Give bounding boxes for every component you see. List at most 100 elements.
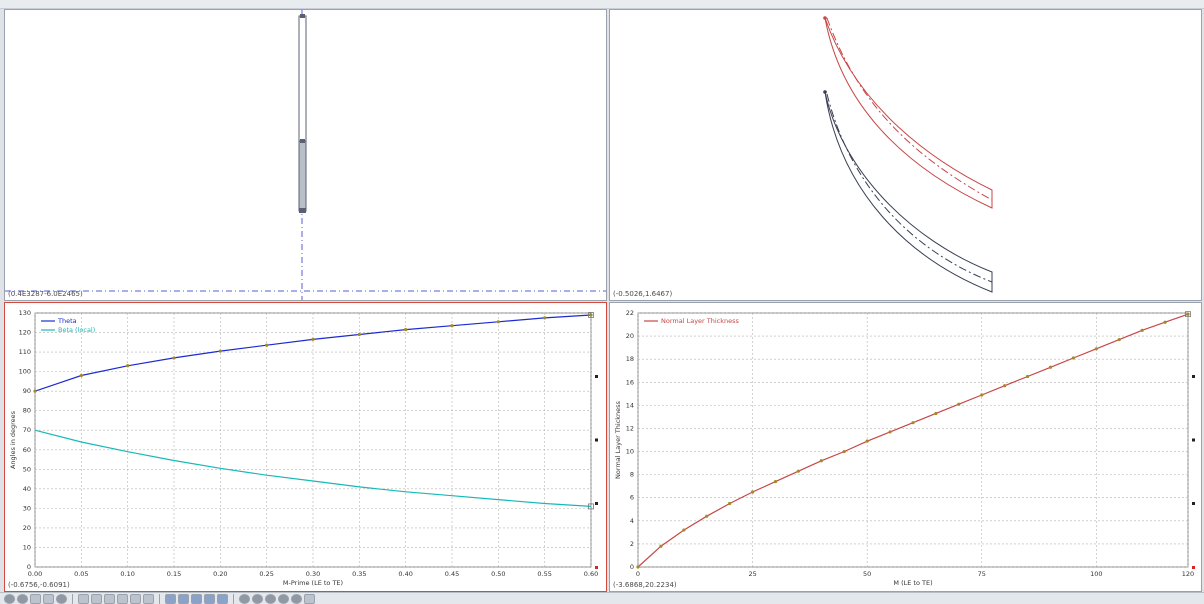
side-marker-active — [595, 566, 598, 569]
data-point[interactable] — [888, 430, 892, 434]
view-option-4-icon[interactable] — [278, 593, 289, 604]
thickness-chart[interactable]: 0 2 4 6 8 10 12 14 16 18 20 22 0 25 50 75 100 120 M (LE to… — [610, 303, 1201, 591]
blade-camber-top — [826, 17, 993, 201]
blade-outline-top — [824, 17, 993, 209]
data-point[interactable] — [796, 469, 801, 473]
y-tick-label: 20 — [626, 332, 634, 340]
data-point[interactable] — [865, 439, 869, 443]
data-point[interactable] — [543, 316, 547, 320]
blade-to-blade-canvas[interactable] — [610, 10, 1201, 300]
data-point[interactable] — [172, 356, 176, 360]
leading-edge-point-bottom — [823, 90, 827, 94]
series-line-1 — [34, 429, 592, 507]
y-tick-label: 4 — [630, 517, 634, 525]
x-tick-label: 0.30 — [306, 570, 320, 578]
y-tick-label: 14 — [626, 401, 634, 409]
data-point[interactable] — [357, 332, 361, 337]
pan-icon[interactable] — [43, 593, 54, 604]
zoom-out-icon[interactable] — [17, 593, 28, 604]
data-point[interactable] — [589, 313, 593, 317]
legend-entry: Theta — [57, 317, 77, 325]
thickness-chart-panel[interactable]: 0 2 4 6 8 10 12 14 16 18 20 22 0 25 50 75 100 120 M (LE to… — [609, 302, 1202, 592]
coordinate-readout: (-0.6756,-0.6091) — [8, 581, 70, 589]
data-point[interactable] — [1003, 384, 1007, 388]
angles-chart-panel[interactable]: 0 10 20 30 40 50 60 70 80 90 100 110 120 130 0.00 0.05 0… — [4, 302, 607, 592]
layer-tool-1-icon[interactable] — [165, 593, 176, 604]
data-point[interactable] — [705, 514, 709, 518]
data-point[interactable] — [1094, 347, 1098, 351]
move-point-icon[interactable] — [91, 593, 102, 604]
data-point[interactable] — [957, 402, 961, 406]
layer-tool-3-icon[interactable] — [191, 593, 202, 604]
data-point[interactable] — [819, 459, 823, 463]
plot-area — [637, 312, 1189, 568]
data-point[interactable] — [33, 389, 37, 393]
data-point[interactable] — [682, 528, 686, 532]
data-point[interactable] — [1163, 320, 1167, 324]
y-tick-label: 100 — [19, 368, 31, 376]
data-point[interactable] — [1071, 356, 1076, 360]
data-point[interactable] — [450, 324, 454, 328]
close-view-icon[interactable] — [304, 593, 315, 604]
end-point-handle[interactable] — [588, 312, 594, 318]
y-tick-label: 10 — [23, 543, 31, 551]
add-point-icon[interactable] — [104, 593, 115, 604]
bottom-toolbar — [0, 592, 1204, 604]
data-point[interactable] — [659, 544, 663, 548]
data-point[interactable] — [1025, 374, 1030, 379]
x-tick-label: 0.00 — [28, 570, 42, 578]
data-point[interactable] — [842, 449, 846, 454]
data-point[interactable] — [311, 337, 315, 341]
data-point[interactable] — [773, 479, 778, 484]
rotate-icon[interactable] — [56, 593, 67, 604]
data-point[interactable] — [126, 364, 130, 368]
layer-tool-2-icon[interactable] — [178, 593, 189, 604]
angles-chart[interactable]: 0 10 20 30 40 50 60 70 80 90 100 110 120 130 0.00 0.05 0… — [5, 303, 606, 591]
y-tick-label: 130 — [19, 309, 31, 317]
redo-icon[interactable] — [143, 593, 154, 604]
data-point[interactable] — [750, 490, 755, 494]
layer-tool-5-icon[interactable] — [217, 593, 228, 604]
side-marker — [595, 438, 598, 442]
legend-entry: Beta (local) — [58, 326, 95, 334]
view-option-5-icon[interactable] — [291, 593, 302, 604]
data-point[interactable] — [1048, 365, 1053, 369]
blade-to-blade-view[interactable]: (-0.5026,1.6467) — [609, 9, 1202, 301]
end-point-handle[interactable] — [1185, 311, 1191, 318]
data-point[interactable] — [728, 501, 732, 506]
data-point[interactable] — [79, 373, 83, 378]
coordinate-readout: (0.4E3287-6.0E2465) — [8, 290, 83, 298]
data-point[interactable] — [265, 343, 269, 347]
undo-icon[interactable] — [130, 593, 141, 604]
data-point[interactable] — [911, 421, 915, 425]
data-point[interactable] — [218, 349, 222, 353]
view-option-1-icon[interactable] — [239, 593, 250, 604]
control-point-top — [300, 14, 305, 18]
x-tick-label: 0.45 — [445, 570, 459, 578]
edit-point-icon[interactable] — [78, 593, 89, 604]
y-tick-label: 40 — [23, 485, 31, 493]
legend-entry: Normal Layer Thickness — [661, 317, 740, 325]
view-option-2-icon[interactable] — [252, 593, 263, 604]
data-point[interactable] — [934, 411, 938, 416]
view-option-3-icon[interactable] — [265, 593, 276, 604]
meridional-view[interactable]: (0.4E3287-6.0E2465) — [4, 9, 607, 301]
fit-view-icon[interactable] — [30, 593, 41, 604]
data-point[interactable] — [404, 328, 408, 332]
zoom-in-icon[interactable] — [4, 593, 15, 604]
x-tick-label: 50 — [863, 570, 871, 578]
x-tick-label: 0.05 — [74, 570, 88, 578]
data-point[interactable] — [1117, 337, 1121, 342]
end-point-handle[interactable] — [588, 503, 594, 510]
meridional-canvas[interactable] — [5, 10, 606, 300]
side-marker — [595, 375, 598, 378]
x-tick-label: 75 — [978, 570, 986, 578]
y-tick-label: 20 — [23, 524, 31, 532]
layer-tool-4-icon[interactable] — [204, 593, 215, 604]
data-point[interactable] — [496, 320, 500, 324]
data-point[interactable] — [1140, 328, 1144, 332]
data-point[interactable] — [636, 565, 640, 569]
data-point[interactable] — [980, 393, 984, 397]
delete-point-icon[interactable] — [117, 593, 128, 604]
data-point[interactable] — [1186, 312, 1190, 316]
